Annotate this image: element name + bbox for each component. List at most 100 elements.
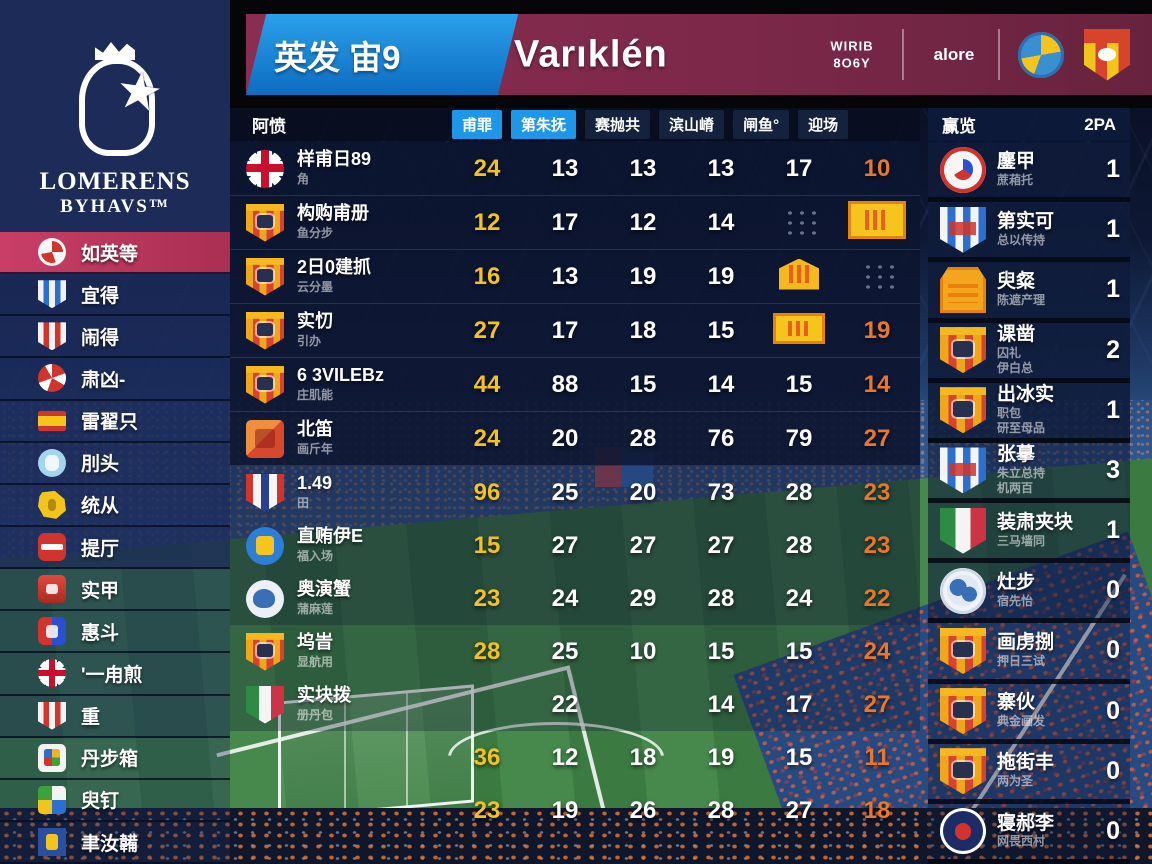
- team-name: 北笛: [297, 419, 333, 440]
- table-row[interactable]: 2日0建抓 云分墨 16 13 19 19: [230, 250, 920, 304]
- panel-value: 1: [1106, 395, 1120, 424]
- panel-header: 赢览 2PA: [928, 108, 1130, 141]
- table-row[interactable]: 奥演蟹 蒲麻莲 23 24 29 28 24 22: [230, 572, 920, 625]
- panel-team-name: 臾粲: [997, 270, 1036, 292]
- stat-cell: 36: [448, 744, 526, 772]
- panel-team-subtitle: 陈遮产理: [997, 292, 1046, 307]
- stat-value: 12: [629, 208, 657, 236]
- sidebar-item-7[interactable]: 统从: [0, 484, 230, 527]
- sidebar-item-2[interactable]: 宜得: [0, 274, 230, 317]
- stat-cell: 18: [604, 744, 682, 772]
- team-name-block: 坞旹 显航用: [297, 632, 334, 670]
- panel-row[interactable]: 装肃夹块 三马墙同 1: [928, 503, 1130, 564]
- table-row[interactable]: 构购甫册 鱼分步 12 17 12 14: [230, 196, 920, 250]
- sidebar-item-9[interactable]: 实甲: [0, 569, 230, 612]
- sidebar-item-label: 统从: [81, 496, 120, 518]
- sidebar-item-8[interactable]: 提厅: [0, 526, 230, 570]
- red-ring-circle-icon: [940, 146, 986, 193]
- sidebar-item-4[interactable]: 肃凶-: [0, 358, 230, 401]
- sidebar-item-1[interactable]: 如英等: [0, 232, 230, 275]
- team-name: 1.49: [297, 473, 333, 494]
- italy-shield-icon: [246, 685, 284, 724]
- stat-value: 27: [785, 796, 813, 824]
- globe-badge-icon[interactable]: [1018, 31, 1064, 78]
- stat-value: 15: [785, 743, 813, 771]
- stat-cell: 14: [682, 209, 760, 237]
- sidebar-item-10[interactable]: 惠斗: [0, 611, 230, 654]
- tab-6[interactable]: 迎场: [798, 110, 849, 139]
- table-first-column-header: 阿愤: [252, 117, 286, 136]
- panel-team-subtitle: 典金画发: [997, 714, 1046, 729]
- team-subtitle: 角: [297, 171, 310, 186]
- stat-cell: 19: [682, 263, 760, 291]
- table-row[interactable]: 北笛 画斤年 24 20 28 76 79 27: [230, 412, 920, 466]
- table-row[interactable]: 23 19 26 28 27 18: [230, 784, 920, 837]
- table-row[interactable]: 实忉 引办 27 17 18 15 19: [230, 304, 920, 358]
- stat-value: 23: [473, 796, 501, 824]
- panel-row[interactable]: 画虏捌 押日三试 0: [928, 623, 1130, 684]
- panel-row[interactable]: 张摹 朱立总持 机两百 3: [928, 442, 1130, 504]
- stat-value: 22: [863, 584, 891, 612]
- tab-3[interactable]: 赛抛共: [585, 110, 651, 139]
- tab-5[interactable]: 闸鱼°: [733, 110, 790, 139]
- table-row[interactable]: 坞旹 显航用 28 25 10 15 15 24: [230, 625, 920, 678]
- stat-cell: 18: [604, 317, 682, 345]
- stat-value: 27: [863, 690, 891, 718]
- panel-team-subtitle2: 伊白总: [997, 360, 1034, 375]
- panel-row[interactable]: 灶步 宿先怡 0: [928, 563, 1130, 624]
- panel-row[interactable]: 寝郝李 网畏西村 0: [928, 803, 1130, 864]
- panel-header-value: 2PA: [1084, 114, 1116, 134]
- panel-value: 3: [1106, 455, 1120, 484]
- table-row[interactable]: 实块拨 册丹包 22 14 17 27: [230, 678, 920, 731]
- panel-team-name: 画虏捌: [997, 632, 1055, 654]
- team-name: 样甫日89: [297, 149, 372, 170]
- panel-row[interactable]: 臾粲 陈遮产理 1: [928, 262, 1130, 323]
- sidebar-item-6[interactable]: 刖头: [0, 442, 230, 485]
- table-row[interactable]: 样甫日89 角 24 13 13 13 17 10: [230, 142, 920, 196]
- stat-cell: 79: [760, 425, 838, 453]
- sidebar-item-13[interactable]: 丹步箱: [0, 737, 230, 780]
- table-row[interactable]: 6 3VILEBz 庄肌能 44 88 15 14 15 14: [230, 358, 920, 412]
- sidebar-item-11[interactable]: '一甪煎: [0, 653, 230, 696]
- team-name-block: 构购甫册 鱼分步: [297, 203, 369, 241]
- tab-4[interactable]: 滨山嵴: [659, 110, 725, 139]
- top-header: 英发 宙9 Varıklén WIRIB 8O6Y alore: [230, 0, 1152, 108]
- sidebar-item-15[interactable]: 聿汝韛: [0, 821, 230, 864]
- yellow-lion-icon: [38, 490, 66, 519]
- panel-value: 1: [1106, 215, 1120, 244]
- table-row[interactable]: 36 12 18 19 15 11: [230, 731, 920, 784]
- green-grid-badge-icon: [38, 785, 66, 814]
- table-row[interactable]: 直贿伊E 福入场 15 27 27 27 28 23: [230, 519, 920, 572]
- table-row[interactable]: 1.49 田 96 25 20 73 28 23: [230, 466, 920, 519]
- stat-cell: 76: [682, 425, 760, 453]
- stat-value: 15: [473, 531, 501, 559]
- table-tabs: 甫罪 第朱抚 赛抛共 滨山嵴 闸鱼° 迎场: [452, 110, 849, 139]
- panel-row[interactable]: 出冰实 职包 研至母品 1: [928, 382, 1130, 443]
- stat-value: 17: [785, 154, 813, 182]
- blue-h-shield-icon: [940, 206, 986, 253]
- panel-row[interactable]: 第实可 总以传持 1: [928, 202, 1130, 263]
- sidebar-item-label: '一甪煎: [81, 664, 143, 686]
- crest-badge-icon[interactable]: [1084, 28, 1130, 81]
- panel-row[interactable]: 寨伙 典金画发 0: [928, 683, 1130, 744]
- sidebar-item-12[interactable]: 重: [0, 695, 230, 738]
- stat-cell: 15: [760, 371, 838, 399]
- panel-row[interactable]: 拖街丰 两为圣 0: [928, 743, 1130, 804]
- panel-row[interactable]: 课凿 囚礼 伊白总 2: [928, 322, 1130, 383]
- sidebar-item-3[interactable]: 闹得: [0, 316, 230, 359]
- league-chip[interactable]: 英发 宙9: [274, 38, 401, 76]
- standings-table: 样甫日89 角 24 13 13 13 17 10 构购甫册 鱼分步 12 17 12 14 2日0建抓 云分…: [230, 142, 920, 837]
- stat-value: 23: [863, 478, 891, 506]
- header-divider: [902, 29, 904, 80]
- tab-1[interactable]: 甫罪: [452, 110, 503, 139]
- panel-row[interactable]: 鏖甲 蔗葙托 1: [928, 142, 1130, 203]
- stat-cell: 15: [604, 371, 682, 399]
- sidebar-item-5[interactable]: 雷翟只: [0, 400, 230, 443]
- panel-team-subtitle: 囚礼: [997, 345, 1022, 360]
- tab-2[interactable]: 第朱抚: [511, 110, 577, 139]
- stat-value: 27: [629, 531, 657, 559]
- stat-cell: 15: [448, 532, 526, 560]
- stat-cell: 27: [838, 691, 916, 719]
- team-subtitle: 显航用: [297, 654, 334, 669]
- sidebar-item-14[interactable]: 臾钉: [0, 779, 230, 822]
